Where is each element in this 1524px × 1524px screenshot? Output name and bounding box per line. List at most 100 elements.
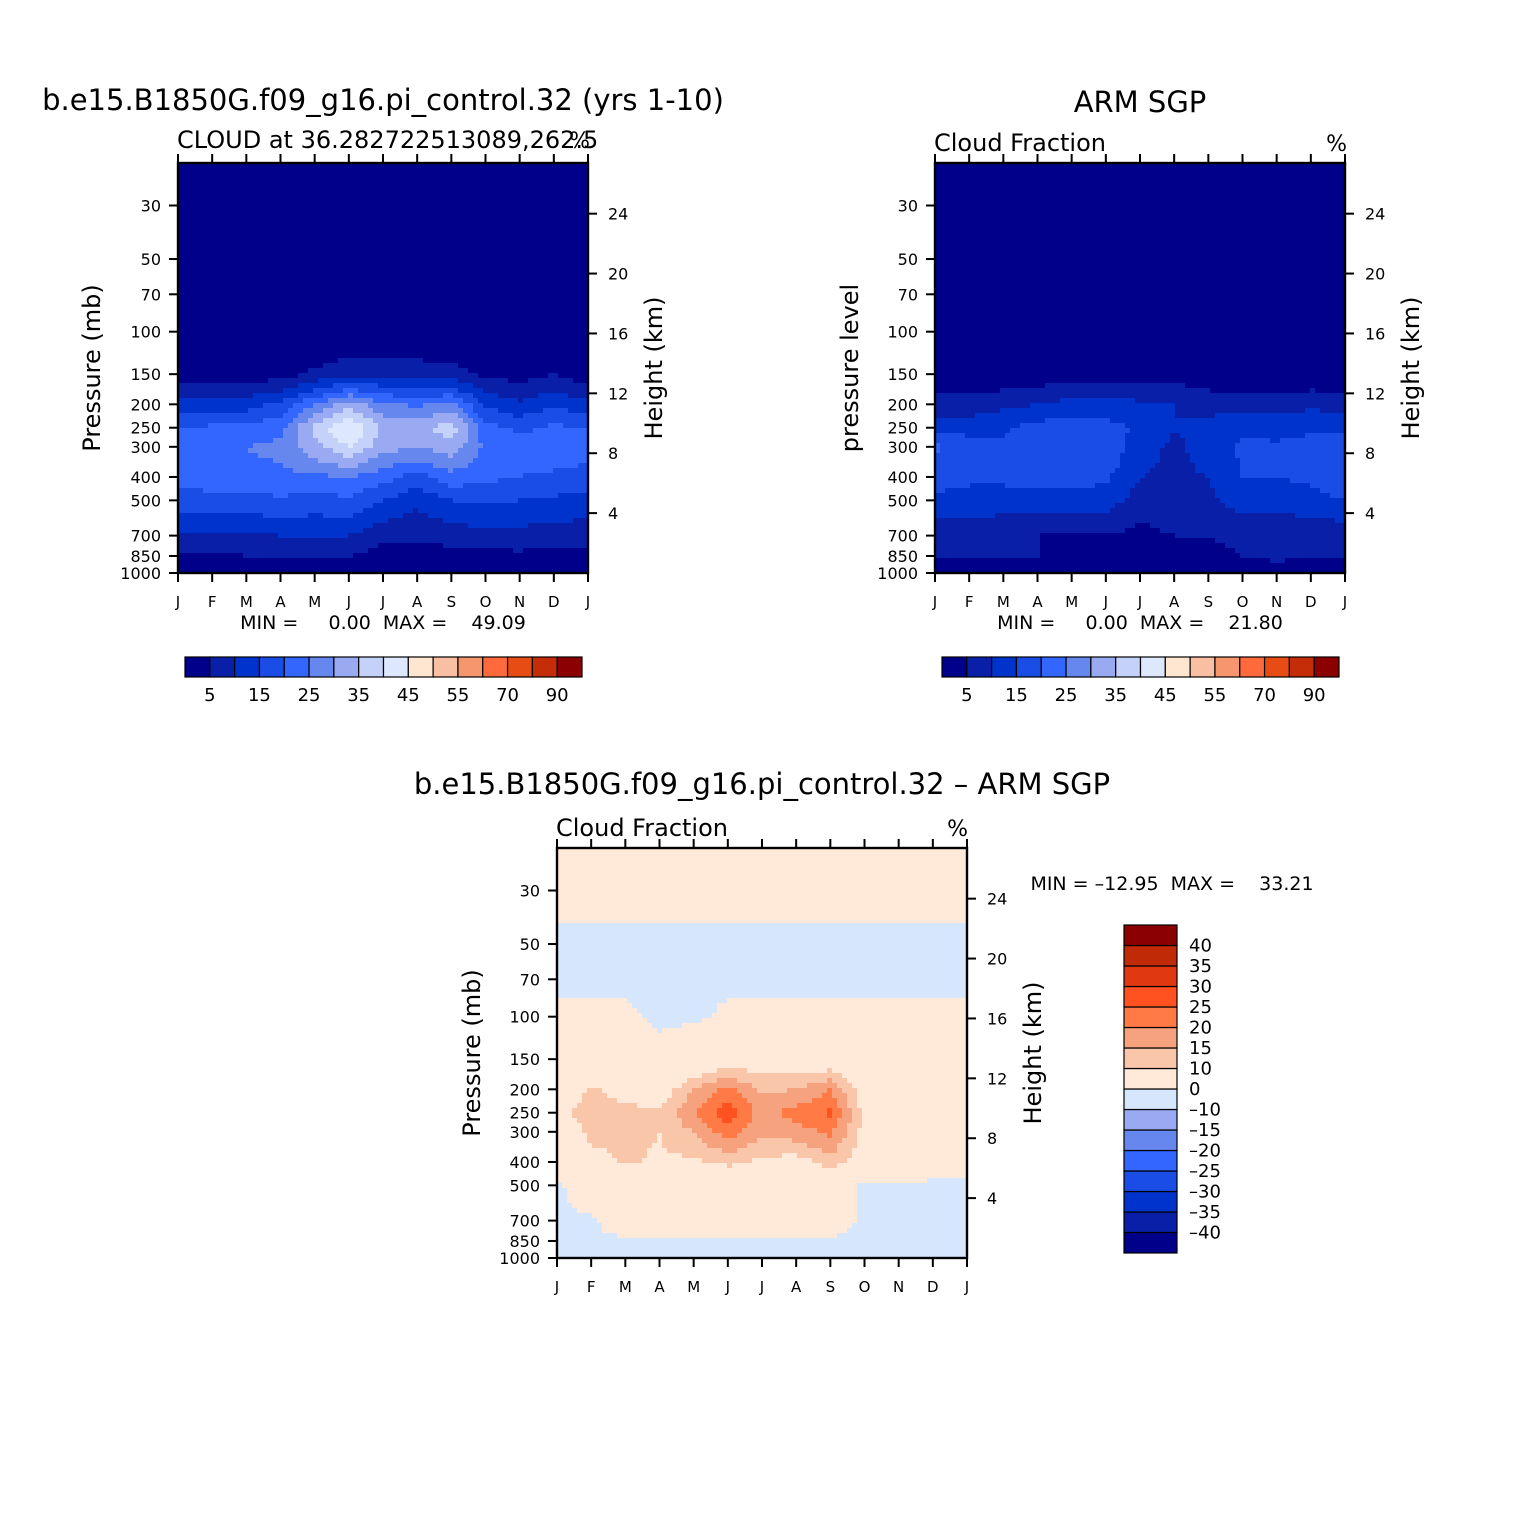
- heatmap-cell: [413, 428, 419, 434]
- heatmap-cell: [198, 173, 204, 179]
- heatmap-cell: [568, 423, 574, 429]
- heatmap-cell: [543, 463, 549, 469]
- heatmap-cell: [583, 353, 589, 359]
- heatmap-cell: [433, 393, 439, 399]
- heatmap-cell: [473, 438, 479, 444]
- heatmap-cell: [528, 423, 534, 429]
- heatmap-cell: [403, 388, 409, 394]
- heatmap-cell: [413, 328, 419, 334]
- heatmap-cell: [308, 438, 314, 444]
- heatmap-cell: [533, 353, 539, 359]
- heatmap-cell: [503, 428, 509, 434]
- heatmap-cell: [478, 413, 484, 419]
- heatmap-cell: [318, 368, 324, 374]
- heatmap-cell: [183, 353, 189, 359]
- heatmap-cell: [273, 373, 279, 379]
- heatmap-cell: [553, 353, 559, 359]
- heatmap-cell: [538, 378, 544, 384]
- heatmap-cell: [493, 203, 499, 209]
- heatmap-cell: [208, 323, 214, 329]
- heatmap-cell: [578, 258, 584, 264]
- heatmap-cell: [203, 233, 209, 239]
- heatmap-cell: [573, 178, 579, 184]
- heatmap-cell: [448, 283, 454, 289]
- heatmap-cell: [483, 408, 489, 414]
- heatmap-cell: [523, 253, 529, 259]
- heatmap-cell: [293, 328, 299, 334]
- heatmap-cell: [323, 168, 329, 174]
- heatmap-cell: [398, 303, 404, 309]
- heatmap-cell: [463, 233, 469, 239]
- heatmap-cell: [313, 353, 319, 359]
- heatmap-cell: [283, 373, 289, 379]
- heatmap-cell: [388, 293, 394, 299]
- heatmap-cell: [338, 293, 344, 299]
- heatmap-cell: [448, 458, 454, 464]
- heatmap-cell: [408, 433, 414, 439]
- heatmap-cell: [303, 448, 309, 454]
- heatmap-cell: [373, 308, 379, 314]
- heatmap-cell: [448, 253, 454, 259]
- heatmap-cell: [448, 323, 454, 329]
- heatmap-cell: [518, 383, 524, 389]
- heatmap-cell: [333, 453, 339, 459]
- heatmap-cell: [338, 348, 344, 354]
- heatmap-cell: [468, 233, 474, 239]
- heatmap-cell: [483, 373, 489, 379]
- heatmap-cell: [438, 463, 444, 469]
- heatmap-cell: [298, 348, 304, 354]
- heatmap-cell: [388, 238, 394, 244]
- heatmap-cell: [178, 288, 184, 294]
- heatmap-cell: [178, 393, 184, 399]
- heatmap-cell: [223, 208, 229, 214]
- heatmap-cell: [378, 218, 384, 224]
- heatmap-cell: [473, 203, 479, 209]
- heatmap-cell: [363, 413, 369, 419]
- heatmap-cell: [313, 168, 319, 174]
- heatmap-cell: [223, 218, 229, 224]
- heatmap-cell: [408, 308, 414, 314]
- heatmap-cell: [488, 233, 494, 239]
- heatmap-cell: [198, 373, 204, 379]
- heatmap-cell: [303, 233, 309, 239]
- heatmap-cell: [268, 298, 274, 304]
- heatmap-cell: [338, 418, 344, 424]
- heatmap-cell: [263, 438, 269, 444]
- heatmap-cell: [558, 418, 564, 424]
- heatmap-cell: [468, 398, 474, 404]
- heatmap-cell: [243, 208, 249, 214]
- heatmap-cell: [183, 253, 189, 259]
- heatmap-cell: [398, 463, 404, 469]
- heatmap-cell: [403, 233, 409, 239]
- heatmap-cell: [478, 188, 484, 194]
- heatmap-cell: [258, 203, 264, 209]
- heatmap-cell: [298, 378, 304, 384]
- heatmap-cell: [288, 363, 294, 369]
- heatmap-cell: [358, 183, 364, 189]
- heatmap-cell: [473, 408, 479, 414]
- heatmap-cell: [578, 328, 584, 334]
- heatmap-cell: [228, 268, 234, 274]
- heatmap-cell: [423, 293, 429, 299]
- heatmap-cell: [513, 413, 519, 419]
- heatmap-cell: [363, 283, 369, 289]
- heatmap-cell: [528, 318, 534, 324]
- heatmap-cell: [513, 463, 519, 469]
- heatmap-cell: [298, 168, 304, 174]
- heatmap-cell: [258, 463, 264, 469]
- heatmap-cell: [188, 463, 194, 469]
- heatmap-cell: [518, 318, 524, 324]
- heatmap-cell: [178, 418, 184, 424]
- heatmap-cell: [183, 313, 189, 319]
- heatmap-cell: [208, 463, 214, 469]
- heatmap-cell: [503, 378, 509, 384]
- heatmap-cell: [318, 218, 324, 224]
- heatmap-cell: [488, 213, 494, 219]
- heatmap-cell: [313, 163, 319, 169]
- heatmap-cell: [298, 243, 304, 249]
- heatmap-cell: [413, 288, 419, 294]
- heatmap-cell: [443, 378, 449, 384]
- heatmap-cell: [313, 423, 319, 429]
- heatmap-cell: [208, 178, 214, 184]
- heatmap-cell: [478, 333, 484, 339]
